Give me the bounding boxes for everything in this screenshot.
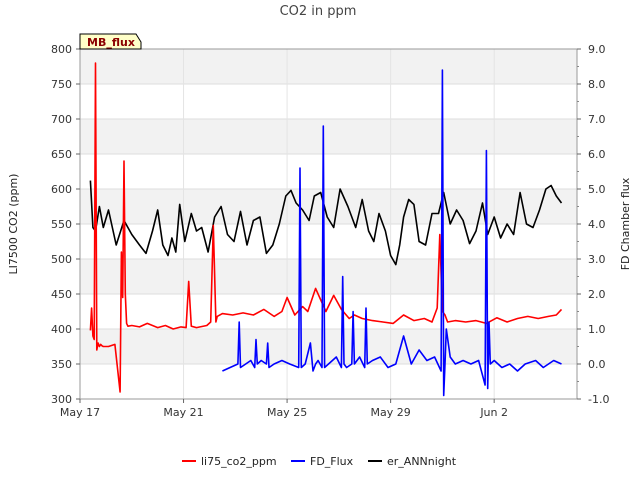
series-li75-co2-ppm <box>89 62 563 393</box>
legend-label-er-annnight: er_ANNnight <box>387 455 457 468</box>
y-left-tick-label: 350 <box>51 358 72 371</box>
x-tick-label: May 29 <box>371 406 411 419</box>
y-left-tick-label: 600 <box>51 183 72 196</box>
x-tick-label: May 25 <box>267 406 307 419</box>
y-right-tick-label: 2.0 <box>588 288 606 301</box>
y-left-tick-label: 400 <box>51 323 72 336</box>
legend-label-fd-flux: FD_Flux <box>310 455 354 468</box>
series-er-annnight <box>89 180 563 266</box>
x-tick-label: May 21 <box>163 406 203 419</box>
background-band <box>80 119 577 154</box>
x-tick-label: May 17 <box>60 406 100 419</box>
y-left-axis-ticks: 300 350 400 450 500 550 600 650 700 750 800 <box>51 43 80 406</box>
y-right-tick-label: -1.0 <box>588 393 609 406</box>
y-right-tick-label: 4.0 <box>588 218 606 231</box>
x-axis-ticks: May 17 May 21 May 25 May 29 Jun 2 <box>60 399 508 419</box>
y-right-tick-label: 3.0 <box>588 253 606 266</box>
legend: li75_co2_ppm FD_Flux er_ANNnight <box>182 455 457 468</box>
background-band <box>80 329 577 364</box>
series-fd-flux <box>222 69 562 397</box>
y-left-axis-label: LI7500 CO2 (ppm) <box>7 174 20 275</box>
y-right-tick-label: 5.0 <box>588 183 606 196</box>
y-left-tick-label: 550 <box>51 218 72 231</box>
y-left-tick-label: 750 <box>51 78 72 91</box>
y-left-tick-label: 500 <box>51 253 72 266</box>
station-badge: MB_flux <box>79 33 142 50</box>
y-left-tick-label: 700 <box>51 113 72 126</box>
y-right-axis-label: FD Chamber flux <box>619 177 632 270</box>
y-left-tick-label: 300 <box>51 393 72 406</box>
y-right-tick-label: 7.0 <box>588 113 606 126</box>
y-right-tick-label: 9.0 <box>588 43 606 56</box>
x-tick-label: Jun 2 <box>479 406 508 419</box>
y-right-tick-label: 8.0 <box>588 78 606 91</box>
y-right-tick-label: 6.0 <box>588 148 606 161</box>
y-right-tick-label: 1.0 <box>588 323 606 336</box>
badge-box <box>79 33 142 50</box>
y-right-tick-label: 0.0 <box>588 358 606 371</box>
y-left-tick-label: 650 <box>51 148 72 161</box>
badge-label: MB_flux <box>87 36 135 49</box>
series-lines <box>89 62 563 397</box>
chart-title: CO2 in ppm <box>280 4 357 19</box>
plot-background-bands <box>80 49 577 364</box>
y-left-tick-label: 800 <box>51 43 72 56</box>
background-band <box>80 259 577 294</box>
y-right-axis-ticks: -1.0 0.0 1.0 2.0 3.0 4.0 5.0 6.0 7.0 8.0 9.0 <box>577 43 609 406</box>
background-band <box>80 49 577 84</box>
legend-label-li75: li75_co2_ppm <box>201 455 277 468</box>
y-left-tick-label: 450 <box>51 288 72 301</box>
